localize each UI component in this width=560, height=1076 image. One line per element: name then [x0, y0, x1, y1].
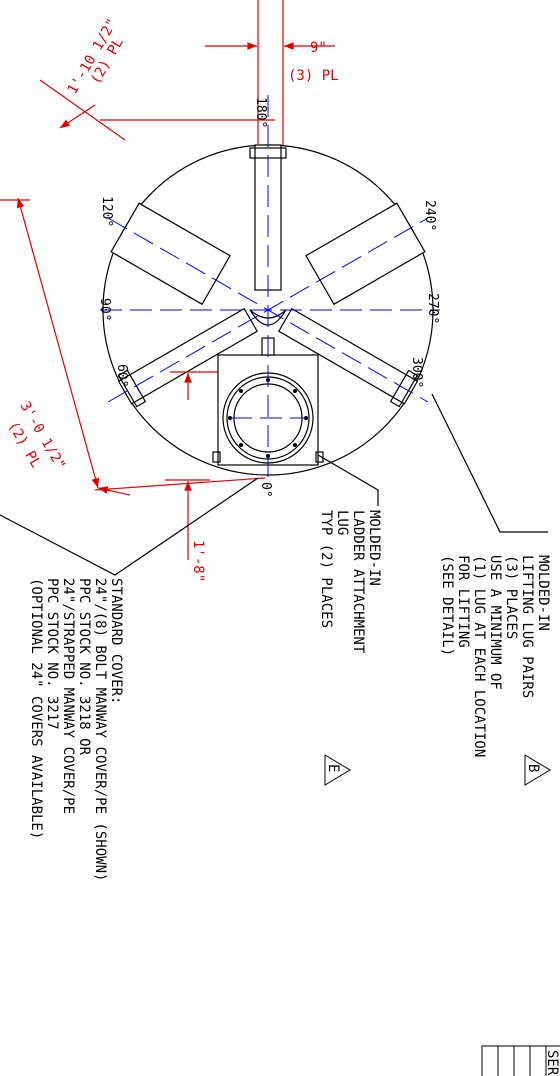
note-line: LADDER ATTACHMENT — [350, 510, 366, 654]
angle-label: 90° — [97, 298, 112, 321]
angle-label: 120° — [99, 196, 114, 227]
angle-label: 180° — [253, 97, 268, 128]
title-block-label: SERV — [544, 1050, 560, 1076]
angle-label: 0° — [258, 482, 273, 498]
note-line: PPC STOCK NO. 3217 — [44, 578, 60, 730]
marker: B — [525, 764, 541, 772]
dimension-note: (3) PL — [288, 68, 339, 84]
note-line: FOR LIFTING — [455, 555, 471, 648]
note-line: 24"/(8) BOLT MANWAY COVER/PE (SHOWN) — [92, 578, 108, 881]
angle-label: 240° — [422, 200, 437, 231]
dimension-text: 9" — [310, 40, 327, 56]
note-line: (1) LUG AT EACH LOCATION — [471, 555, 487, 757]
drawing: 180° 120° 240° 90° 270° 60° 300° 0° 9" (… — [0, 0, 560, 1076]
note-line: (3) PLACES — [503, 555, 519, 639]
note-ladder: MOLDED-IN LADDER ATTACHMENT LUG TYP (2) … — [318, 510, 382, 785]
note-line: USE A MINIMUM OF — [487, 555, 503, 690]
note-line: LUG — [334, 510, 350, 535]
dimension-text: 1'-8" — [190, 540, 206, 582]
note-line: TYP (2) PLACES — [318, 510, 334, 628]
angle-label: 270° — [425, 293, 440, 324]
note-lifting: MOLDED-IN LIFTING LUG PAIRS (3) PLACES U… — [439, 555, 551, 785]
angle-label: 60° — [114, 364, 129, 387]
note-line: STANDARD COVER: — [108, 578, 124, 704]
marker: E — [325, 764, 341, 772]
note-line: (OPTIONAL 24" COVERS AVAILABLE) — [28, 578, 44, 839]
note-line: PPC STOCK NO. 3218 OR — [76, 578, 92, 756]
note-line: MOLDED-IN — [366, 510, 382, 586]
note-line: LIFTING LUG PAIRS — [519, 555, 535, 698]
note-cover: STANDARD COVER: 24"/(8) BOLT MANWAY COVE… — [28, 578, 124, 881]
note-line: MOLDED-IN — [535, 555, 551, 631]
angle-label: 300° — [409, 357, 424, 388]
note-line: 24"/STRAPPED MANWAY COVER/PE — [60, 578, 76, 814]
note-line: (SEE DETAIL) — [439, 555, 455, 656]
